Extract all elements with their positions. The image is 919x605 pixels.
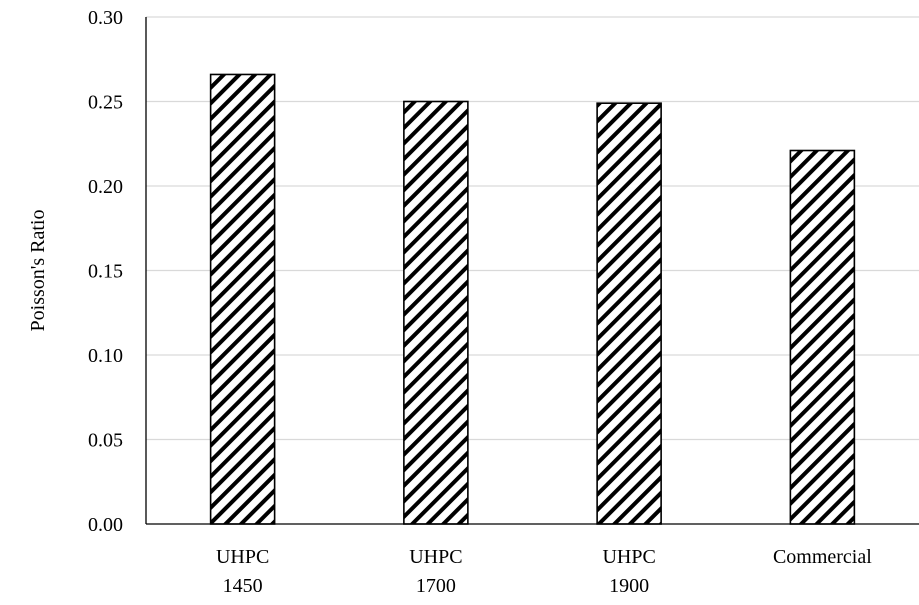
category-label: UHPC 1700 xyxy=(409,546,462,597)
category-label: UHPC 1450 xyxy=(216,546,269,597)
axes xyxy=(145,17,919,525)
y-tick-label: 0.25 xyxy=(88,92,123,114)
bar xyxy=(596,102,662,525)
bar xyxy=(209,73,276,525)
category-label: UHPC 1900 xyxy=(602,546,655,597)
category-labels: UHPC 1450 UHPC 1700 UHPC 1900 Commercial xyxy=(216,546,872,597)
category-label: Commercial xyxy=(773,546,872,568)
y-tick-label: 0.10 xyxy=(88,345,123,367)
y-tick-label: 0.20 xyxy=(88,176,123,198)
y-tick-label: 0.05 xyxy=(88,430,123,452)
y-tick-labels: 0.00 0.05 0.10 0.15 0.20 0.25 0.30 xyxy=(88,7,123,536)
bar xyxy=(789,149,856,525)
y-axis-title: Poisson's Ratio xyxy=(27,210,49,332)
y-tick-label: 0.15 xyxy=(88,261,123,283)
y-tick-label: 0.30 xyxy=(88,7,123,29)
y-tick-label: 0.00 xyxy=(88,514,123,536)
bar xyxy=(403,100,469,525)
bars xyxy=(209,73,856,525)
